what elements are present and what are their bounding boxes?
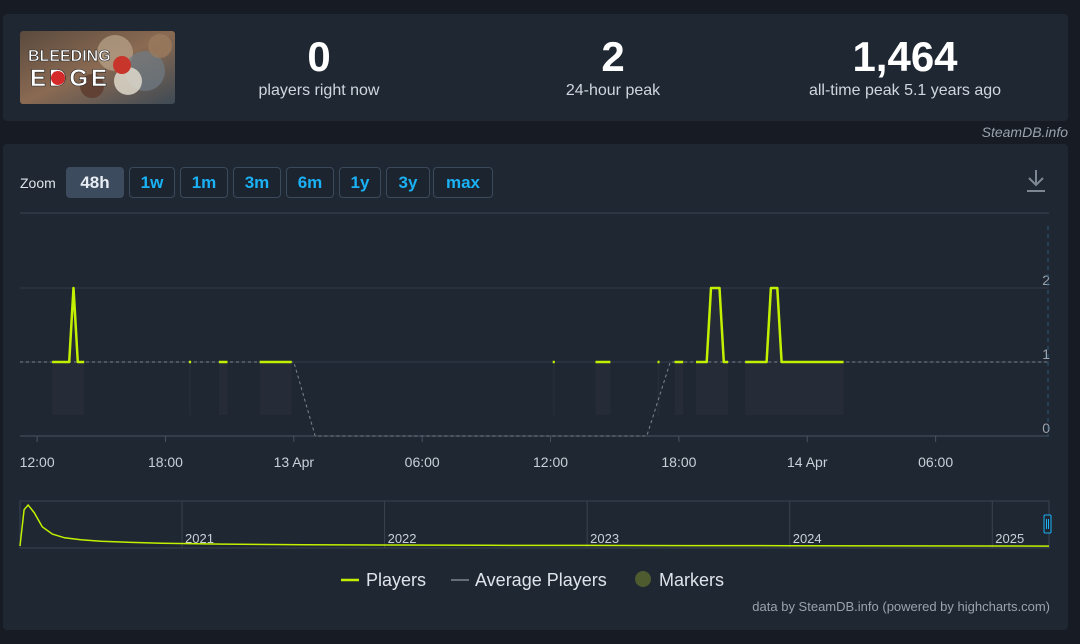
players-line-segment-9 <box>745 286 844 364</box>
player-area-9 <box>745 288 844 415</box>
player-area-shading <box>52 288 844 415</box>
x-tick-label: 14 Apr <box>787 454 828 470</box>
x-tick-label: 13 Apr <box>274 454 315 470</box>
player-area-8 <box>696 288 729 415</box>
peak-24h-label: 24-hour peak <box>565 82 661 99</box>
player-area-6 <box>657 362 660 415</box>
player-area-5 <box>595 362 611 415</box>
current-players-label: players right now <box>258 82 380 99</box>
x-tick-label: 12:00 <box>20 454 55 470</box>
players-line-segment-8 <box>696 286 729 364</box>
stat-alltime-peak: 1,464 all-time peak 5.1 years ago <box>775 34 1035 100</box>
navigator-year-label: 2023 <box>590 531 619 546</box>
download-icon[interactable] <box>1024 168 1048 194</box>
player-area-2 <box>219 362 228 415</box>
zoom-button-1m[interactable]: 1m <box>180 167 228 198</box>
navigator-year-label: 2022 <box>388 531 417 546</box>
steamdb-credit[interactable]: SteamDB.info <box>981 124 1068 140</box>
x-tick-label: 18:00 <box>148 454 183 470</box>
zoom-button-1w[interactable]: 1w <box>129 167 175 198</box>
navigator-year-labels: 2021 2022 2023 2024 2025 <box>181 501 1024 548</box>
player-area-1 <box>189 362 192 415</box>
navigator[interactable]: 2021 2022 2023 2024 2025 <box>19 500 1052 549</box>
current-players-value: 0 <box>307 33 331 80</box>
zoom-label: Zoom <box>20 175 56 191</box>
x-tick-label: 06:00 <box>918 454 953 470</box>
average-players-line <box>20 361 1049 437</box>
y-axis-labels: 0 1 2 <box>1042 272 1050 436</box>
x-tick-label: 12:00 <box>533 454 568 470</box>
player-area-3 <box>259 362 292 415</box>
players-line-segment-0 <box>52 286 85 364</box>
navigator-handle[interactable] <box>1043 514 1052 534</box>
markers-swatch <box>635 571 651 587</box>
y-tick-label: 2 <box>1042 272 1050 288</box>
y-tick-label: 0 <box>1042 420 1050 436</box>
stats-panel: BLEEDING EDGE 0 players right now 2 24-h… <box>3 14 1068 121</box>
zoom-button-max[interactable]: max <box>433 167 493 198</box>
navigator-year-label: 2025 <box>995 531 1024 546</box>
zoom-button-1y[interactable]: 1y <box>339 167 381 198</box>
navigator-players-line <box>19 503 1050 547</box>
y-tick-label: 1 <box>1042 346 1050 362</box>
legend-markers-label: Markers <box>659 570 724 590</box>
legend-item-players[interactable]: Players <box>341 570 426 590</box>
navigator-year-label: 2021 <box>185 531 214 546</box>
zoom-button-6m[interactable]: 6m <box>286 167 334 198</box>
player-area-4 <box>552 362 555 415</box>
alltime-peak-value: 1,464 <box>852 33 958 80</box>
zoom-button-48h[interactable]: 48h <box>66 167 124 198</box>
legend-players-label: Players <box>366 570 426 590</box>
legend-item-markers[interactable]: Markers <box>635 570 724 590</box>
player-area-7 <box>674 362 684 415</box>
x-tick-label: 18:00 <box>661 454 696 470</box>
svg-text:BLEEDING: BLEEDING <box>28 48 111 65</box>
legend: Players Average Players Markers <box>341 570 724 590</box>
x-axis-labels: 12:00 18:00 13 Apr 06:00 12:00 18:00 14 Apr 06:… <box>20 436 953 470</box>
zoom-button-3y[interactable]: 3y <box>386 167 430 198</box>
svg-text:EDGE: EDGE <box>30 65 110 92</box>
game-thumbnail[interactable]: BLEEDING EDGE <box>20 31 175 104</box>
alltime-peak-label: all-time peak 5.1 years ago <box>808 82 1002 99</box>
peak-24h-value: 2 <box>601 33 625 80</box>
player-area-0 <box>52 288 85 415</box>
x-tick-label: 06:00 <box>405 454 440 470</box>
game-logo-image: BLEEDING EDGE <box>20 31 175 104</box>
legend-item-average[interactable]: Average Players <box>451 570 607 590</box>
chart-credit[interactable]: data by SteamDB.info (powered by highcha… <box>752 599 1050 614</box>
average-players-series <box>20 361 1049 437</box>
stat-24h-peak: 2 24-hour peak <box>513 34 713 100</box>
navigator-year-label: 2024 <box>793 531 822 546</box>
chart-panel: Zoom 48h 1w 1m 3m 6m 1y 3y max <box>3 144 1068 630</box>
navigator-frame <box>19 500 1050 549</box>
stat-current-players: 0 players right now <box>219 34 419 100</box>
players-series <box>52 286 844 364</box>
zoom-button-3m[interactable]: 3m <box>233 167 281 198</box>
legend-average-label: Average Players <box>475 570 607 590</box>
